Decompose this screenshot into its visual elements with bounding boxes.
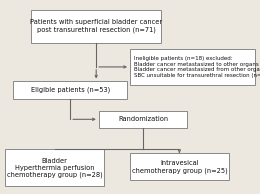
Text: Ineligible patients (n=18) excluded:
Bladder cancer metastasized to other organs: Ineligible patients (n=18) excluded: Bla… bbox=[134, 56, 260, 78]
FancyBboxPatch shape bbox=[31, 10, 161, 43]
Text: Patients with superficial bladder cancer
post transurethral resection (n=71): Patients with superficial bladder cancer… bbox=[30, 19, 162, 33]
FancyBboxPatch shape bbox=[5, 149, 104, 186]
Text: Eligible patients (n=53): Eligible patients (n=53) bbox=[31, 87, 110, 94]
Text: Bladder
Hyperthermia perfusion
chemotherapy group (n=28): Bladder Hyperthermia perfusion chemother… bbox=[7, 158, 102, 178]
FancyBboxPatch shape bbox=[99, 111, 187, 128]
FancyBboxPatch shape bbox=[130, 153, 229, 180]
FancyBboxPatch shape bbox=[130, 48, 255, 85]
Text: Randomization: Randomization bbox=[118, 116, 168, 122]
Text: Intravesical
chemotherapy group (n=25): Intravesical chemotherapy group (n=25) bbox=[132, 160, 227, 174]
FancyBboxPatch shape bbox=[13, 81, 127, 99]
